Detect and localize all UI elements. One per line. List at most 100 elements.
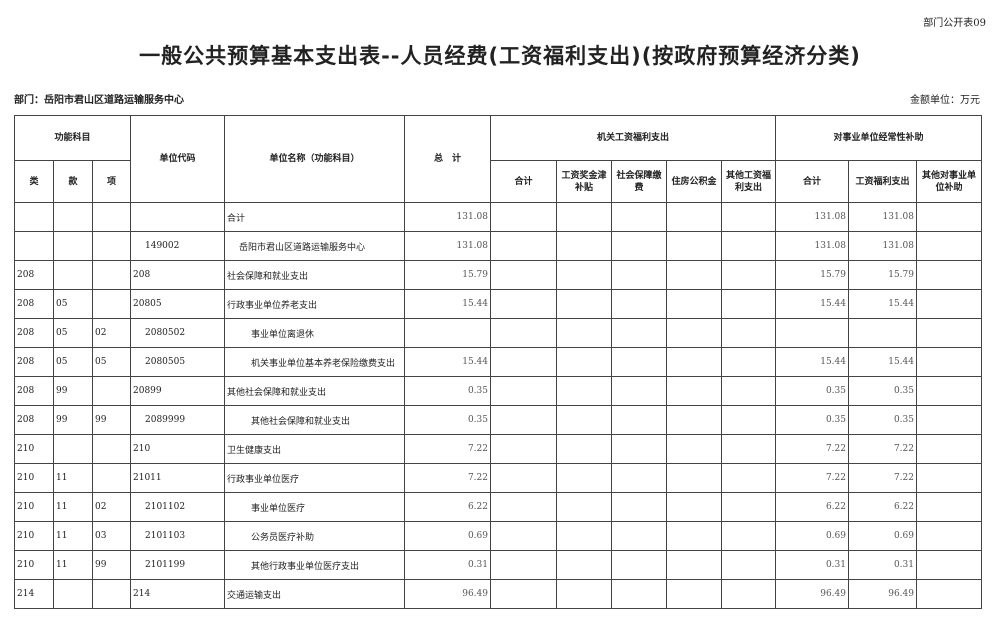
cell-empty: [666, 521, 722, 551]
cell-sub-sum: [775, 318, 849, 348]
cell-empty: [916, 318, 982, 348]
cell-sub-wage: 15.79: [848, 260, 917, 290]
cell-sub-wage: 0.35: [848, 405, 917, 435]
cell-empty: [916, 347, 982, 377]
table-row: 149002 岳阳市君山区道路运输服务中心 131.08 131.08 131.08: [14, 231, 982, 261]
header-org-wage: 工资奖金津补贴: [556, 160, 612, 203]
cell-empty: [556, 550, 612, 580]
cell-empty: [721, 260, 776, 290]
cell-empty: [666, 289, 722, 319]
cell-code: 20899: [130, 376, 225, 406]
cell-total: [404, 318, 491, 348]
cell-empty: [556, 347, 612, 377]
cell-sub-wage: 15.44: [848, 347, 917, 377]
cell-total: 131.08: [404, 231, 491, 261]
cell-empty: [666, 434, 722, 464]
cell-empty: [721, 405, 776, 435]
cell-lei: 208: [14, 376, 54, 406]
cell-empty: [556, 318, 612, 348]
cell-code: [130, 202, 225, 232]
cell-empty: [916, 260, 982, 290]
cell-lei: 208: [14, 347, 54, 377]
cell-empty: [916, 376, 982, 406]
cell-kuan: [53, 202, 93, 232]
table-row: 210 11 02 2101102 事业单位医疗 6.22 6.22 6.22: [14, 492, 982, 522]
cell-empty: [611, 550, 667, 580]
cell-empty: [490, 550, 557, 580]
cell-empty: [721, 434, 776, 464]
cell-empty: [490, 463, 557, 493]
cell-empty: [916, 231, 982, 261]
cell-empty: [490, 289, 557, 319]
cell-total: 0.31: [404, 550, 491, 580]
cell-sub-sum: 0.35: [775, 376, 849, 406]
cell-empty: [490, 318, 557, 348]
cell-code: 214: [130, 579, 225, 609]
cell-sub-sum: 131.08: [775, 231, 849, 261]
cell-name: 行政事业单位医疗: [224, 463, 405, 493]
cell-empty: [490, 579, 557, 609]
cell-empty: [666, 463, 722, 493]
cell-sub-sum: 7.22: [775, 463, 849, 493]
table-row: 208 99 20899 其他社会保障和就业支出 0.35 0.35 0.35: [14, 376, 982, 406]
cell-empty: [721, 318, 776, 348]
cell-empty: [556, 521, 612, 551]
cell-lei: 208: [14, 318, 54, 348]
cell-name: 事业单位离退休: [224, 318, 405, 348]
cell-empty: [490, 347, 557, 377]
cell-name: 卫生健康支出: [224, 434, 405, 464]
cell-sub-wage: 131.08: [848, 202, 917, 232]
cell-lei: 208: [14, 405, 54, 435]
table-row: 210 210 卫生健康支出 7.22 7.22 7.22: [14, 434, 982, 464]
cell-code: 149002: [130, 231, 225, 261]
cell-sub-wage: 7.22: [848, 434, 917, 464]
cell-kuan: 99: [53, 376, 93, 406]
cell-sub-sum: 15.79: [775, 260, 849, 290]
table-row: 208 05 20805 行政事业单位养老支出 15.44 15.44 15.44: [14, 289, 982, 319]
cell-empty: [556, 231, 612, 261]
cell-kuan: [53, 579, 93, 609]
cell-empty: [611, 202, 667, 232]
cell-name: 合计: [224, 202, 405, 232]
cell-empty: [916, 492, 982, 522]
cell-empty: [916, 434, 982, 464]
cell-empty: [666, 405, 722, 435]
cell-empty: [916, 463, 982, 493]
cell-empty: [611, 463, 667, 493]
cell-empty: [721, 579, 776, 609]
cell-code: 2080502: [130, 318, 225, 348]
cell-code: 2101102: [130, 492, 225, 522]
cell-empty: [666, 260, 722, 290]
cell-xiang: [92, 579, 131, 609]
cell-kuan: 05: [53, 318, 93, 348]
cell-empty: [490, 231, 557, 261]
cell-lei: 210: [14, 463, 54, 493]
cell-sub-sum: 6.22: [775, 492, 849, 522]
cell-empty: [611, 405, 667, 435]
cell-empty: [611, 579, 667, 609]
cell-empty: [916, 202, 982, 232]
cell-lei: [14, 231, 54, 261]
cell-empty: [490, 521, 557, 551]
cell-lei: 208: [14, 289, 54, 319]
cell-total: 7.22: [404, 463, 491, 493]
cell-sub-wage: 0.31: [848, 550, 917, 580]
cell-sub-wage: 7.22: [848, 463, 917, 493]
cell-lei: 208: [14, 260, 54, 290]
cell-empty: [556, 405, 612, 435]
cell-code: 208: [130, 260, 225, 290]
cell-xiang: 03: [92, 521, 131, 551]
cell-empty: [721, 231, 776, 261]
cell-xiang: [92, 463, 131, 493]
cell-code: 210: [130, 434, 225, 464]
table-row: 208 05 05 2080505 机关事业单位基本养老保险缴费支出 15.44 15.44…: [14, 347, 982, 377]
cell-empty: [490, 434, 557, 464]
cell-sub-sum: 0.69: [775, 521, 849, 551]
cell-total: 131.08: [404, 202, 491, 232]
cell-code: 20805: [130, 289, 225, 319]
cell-kuan: [53, 260, 93, 290]
cell-xiang: [92, 434, 131, 464]
cell-sub-wage: 0.35: [848, 376, 917, 406]
cell-empty: [611, 434, 667, 464]
cell-empty: [490, 202, 557, 232]
